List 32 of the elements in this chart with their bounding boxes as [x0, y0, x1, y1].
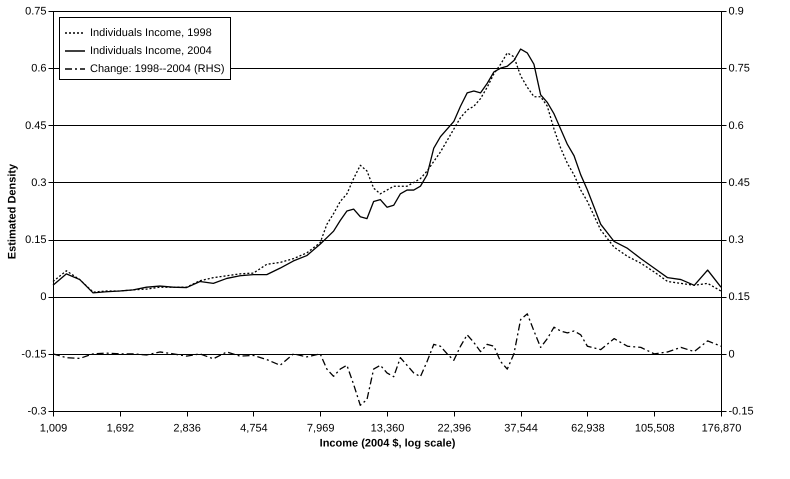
x-tick-label: 13,360 [370, 422, 404, 434]
y2-tick-label: 0.45 [728, 176, 750, 189]
legend-label: Individuals Income, 1998 [90, 27, 212, 39]
x-tick-label: 1,692 [106, 422, 134, 434]
x-tick-label: 7,969 [306, 422, 334, 434]
y-tick-label: 0 [40, 291, 46, 304]
y-tick-label: 0.3 [31, 176, 46, 189]
y-tick-label: 0.15 [25, 234, 46, 246]
y2-tick-label: -0.15 [728, 406, 754, 418]
x-tick-label: 22,396 [437, 422, 472, 434]
y-axis-title: Estimated Density [6, 162, 18, 260]
y-tick-label: 0.45 [25, 120, 46, 132]
x-tick-label: 4,754 [240, 422, 268, 434]
x-tick-label: 62,938 [571, 422, 605, 434]
legend-label: Change: 1998--2004 (RHS) [90, 63, 225, 75]
y-tick-label: 0.6 [31, 62, 46, 75]
x-tick-label: 1,009 [40, 422, 68, 434]
y2-tick-label: 0.15 [728, 291, 750, 304]
x-tick-label: 37,544 [504, 422, 538, 434]
y-tick-label: -0.15 [21, 348, 46, 360]
y2-tick-label: 0.6 [728, 120, 744, 132]
x-tick-label: 2,836 [173, 422, 201, 434]
y-tick-label: -0.3 [28, 406, 46, 418]
y2-tick-label: 0.3 [728, 234, 744, 246]
x-tick-label: 105,508 [634, 422, 675, 434]
y2-tick-label: 0.9 [728, 6, 744, 18]
y2-tick-label: 0.75 [728, 62, 750, 75]
legend-label: Individuals Income, 2004 [90, 45, 212, 57]
y-tick-label: 0.75 [25, 6, 46, 18]
y2-tick-label: 0 [728, 348, 735, 360]
x-axis-title: Income (2004 $, log scale) [320, 438, 456, 450]
x-tick-label: 176,870 [702, 422, 742, 434]
